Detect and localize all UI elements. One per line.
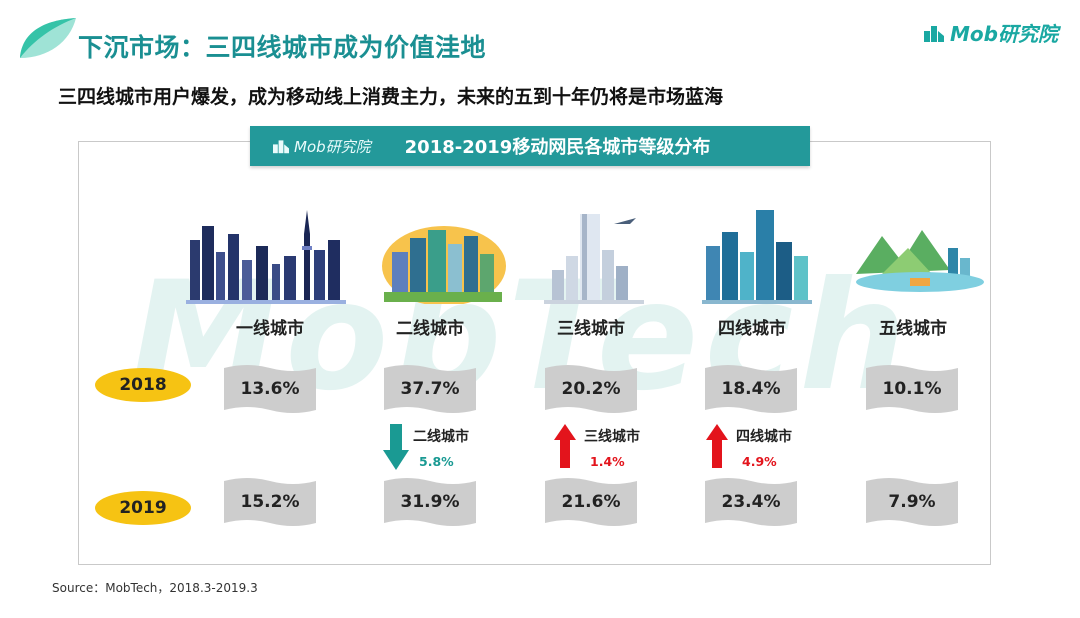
source-note: Source：MobTech，2018.3-2019.3 [52,581,258,595]
arrow-up-icon [706,424,728,468]
tier1-city-illustration [186,200,346,308]
brand-name: Mob研究院 [950,22,1058,46]
value-card-tier2-2019: 31.9% [384,477,476,527]
tier4-city-illustration [702,200,812,308]
value-tier5-2018: 10.1% [882,379,942,399]
value-card-tier4-2018: 18.4% [705,364,797,414]
change-label-tier4: 四线城市 [736,429,792,445]
value-card-tier5-2018: 10.1% [866,364,958,414]
value-card-tier4-2019: 23.4% [705,477,797,527]
value-tier4-2018: 18.4% [721,379,781,399]
city-label-tier2: 二线城市 [396,319,464,339]
tier3-city-illustration [544,200,644,308]
change-label-tier3: 三线城市 [584,429,640,445]
arrow-up-icon [554,424,576,468]
change-label-tier2: 二线城市 [413,429,469,445]
value-card-tier3-2019: 21.6% [545,477,637,527]
city-label-tier4: 四线城市 [718,319,786,339]
value-tier4-2019: 23.4% [721,492,781,512]
value-tier5-2019: 7.9% [888,492,936,512]
arrow-down-icon [383,424,409,470]
change-tier2: 二线城市 5.8% [383,424,493,474]
change-tier3: 三线城市 1.4% [554,424,664,474]
change-value-tier3: 1.4% [590,454,625,469]
mob-logo-icon [273,140,289,154]
value-tier3-2018: 20.2% [561,379,621,399]
value-card-tier5-2019: 7.9% [866,477,958,527]
year-badge-2018: 2018 [95,368,191,402]
decorative-leaf [14,14,84,68]
city-label-tier5: 五线城市 [879,319,947,339]
year-badge-2019: 2019 [95,491,191,525]
value-card-tier2-2018: 37.7% [384,364,476,414]
value-tier1-2018: 13.6% [240,379,300,399]
mob-logo-icon [924,25,945,42]
brand-logo: Mob研究院 [923,18,1058,47]
banner-brand: Mob研究院 [294,137,371,156]
banner-logo: Mob研究院 [272,136,371,157]
value-tier2-2019: 31.9% [400,492,460,512]
city-label-tier3: 三线城市 [557,319,625,339]
chart-banner: Mob研究院 2018-2019移动网民各城市等级分布 [250,126,810,166]
value-card-tier1-2019: 15.2% [224,477,316,527]
value-card-tier3-2018: 20.2% [545,364,637,414]
value-tier3-2019: 21.6% [561,492,621,512]
city-label-tier1: 一线城市 [236,319,304,339]
value-card-tier1-2018: 13.6% [224,364,316,414]
page-title: 下沉市场：三四线城市成为价值洼地 [78,33,487,62]
page-subtitle: 三四线城市用户爆发，成为移动线上消费主力，未来的五到十年仍将是市场蓝海 [58,86,724,108]
chart-title: 2018-2019移动网民各城市等级分布 [404,137,711,158]
tier2-city-illustration [378,200,508,308]
tier5-city-illustration [852,200,988,308]
value-tier2-2018: 37.7% [400,379,460,399]
change-value-tier2: 5.8% [419,454,454,469]
change-tier4: 四线城市 4.9% [706,424,816,474]
change-value-tier4: 4.9% [742,454,777,469]
value-tier1-2019: 15.2% [240,492,300,512]
